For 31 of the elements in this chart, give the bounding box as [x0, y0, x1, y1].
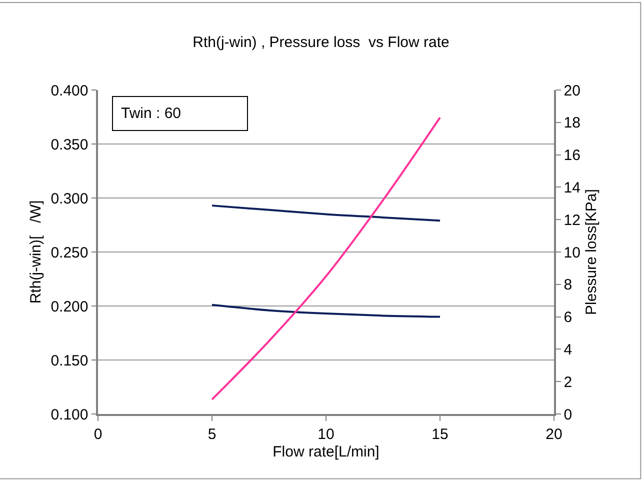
- y-tick-label: 0.250: [50, 244, 88, 262]
- y2-tick-label: 12: [564, 212, 580, 229]
- annotation: Twin : 60: [121, 105, 182, 122]
- y-tick-label: 0.150: [50, 352, 88, 370]
- x-tick-label: 15: [432, 426, 448, 443]
- x-tick-label: 0: [94, 426, 102, 443]
- y2-tick-label: 0: [564, 406, 572, 424]
- y2-tick-label: 16: [564, 147, 580, 164]
- x-tick-label: 20: [546, 426, 562, 443]
- x-axis-title: Flow rate[L/min]: [272, 443, 380, 460]
- y2-tick-label: 6: [564, 309, 572, 326]
- line-series: [211, 116, 441, 400]
- y-tick-label: 0.200: [50, 298, 88, 316]
- y2-tick-label: 18: [564, 114, 580, 132]
- y-tick-label: 0.100: [50, 406, 88, 424]
- y2-tick-label: 10: [564, 244, 580, 262]
- x-tick-label: 10: [318, 426, 334, 443]
- y-tick-label: 0.350: [50, 136, 88, 154]
- y2-tick-label: 20: [564, 82, 580, 100]
- line-series: [211, 304, 441, 318]
- y2-axis-title: Plessure loss[KPa]: [582, 189, 600, 315]
- x-tick-label: 5: [208, 426, 216, 443]
- chart-title: Rth(j-win) , Pressure loss vs Flow rate: [192, 34, 450, 51]
- y-tick-label: 0.400: [50, 82, 88, 100]
- y2-tick-label: 14: [564, 179, 580, 196]
- y2-tick-label: 2: [564, 374, 572, 391]
- line-series: [211, 204, 441, 222]
- y2-tick-label: 4: [564, 341, 572, 358]
- y2-tick-label: 8: [564, 276, 572, 294]
- y-tick-label: 0.300: [50, 190, 88, 208]
- y-axis-title: Rth(j-win)[ /W]: [27, 200, 44, 304]
